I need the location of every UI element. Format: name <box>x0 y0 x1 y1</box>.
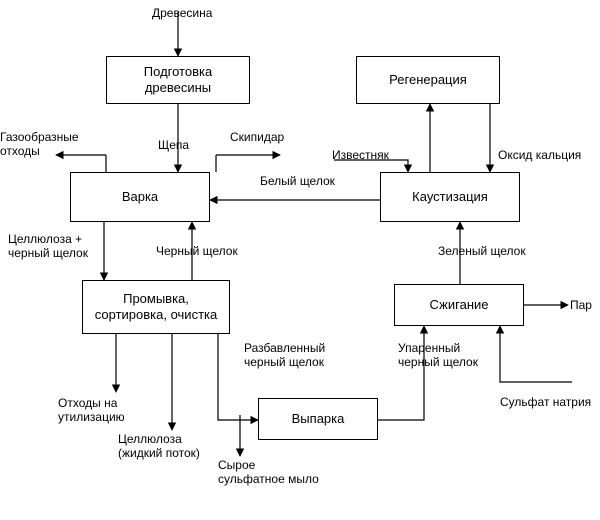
label-gas_waste: Газообразныеотходы <box>0 130 79 159</box>
node-caust: Каустизация <box>380 172 520 222</box>
edges-layer <box>0 0 600 520</box>
flowchart-stage: Подготовкадревесины Регенерация Варка Кауст… <box>0 0 600 520</box>
label-white_liq: Белый щелок <box>260 174 335 188</box>
node-label-evap: Выпарка <box>292 411 345 427</box>
label-na2so4: Сульфат натрия <box>500 395 591 409</box>
label-soap: Сыроесульфатное мыло <box>218 458 319 487</box>
node-cook: Варка <box>70 172 210 222</box>
label-lime: Известняк <box>332 148 389 162</box>
label-util: Отходы наутилизацию <box>58 396 125 425</box>
node-burn: Сжигание <box>394 284 524 326</box>
label-chips: Щепа <box>158 138 189 152</box>
label-wood_in: Древесина <box>152 6 212 20</box>
e-na-in <box>500 326 572 382</box>
label-steam: Пар <box>570 298 592 312</box>
label-turp: Скипидар <box>230 130 284 144</box>
node-prep: Подготовкадревесины <box>106 56 250 104</box>
label-dil_black: Разбавленныйчерный щелок <box>244 341 325 370</box>
node-evap: Выпарка <box>258 398 378 440</box>
label-pulp_out: Целлюлоза(жидкий поток) <box>118 432 200 461</box>
node-label-wash: Промывка,сортировка, очистка <box>95 291 217 324</box>
label-green_liq: Зеленый щелок <box>438 244 526 258</box>
node-label-prep: Подготовкадревесины <box>144 64 212 97</box>
label-cao: Оксид кальция <box>498 148 581 162</box>
node-label-regen: Регенерация <box>389 72 467 88</box>
node-label-caust: Каустизация <box>412 189 488 205</box>
node-regen: Регенерация <box>356 56 500 104</box>
label-cell_black: Целлюлоза +черный щелок <box>8 232 88 261</box>
label-conc_black: Упаренныйчерный щелок <box>398 341 478 370</box>
node-label-cook: Варка <box>122 189 158 205</box>
label-black_liq: Черный щелок <box>156 244 238 258</box>
node-wash: Промывка,сортировка, очистка <box>82 280 230 334</box>
node-label-burn: Сжигание <box>430 297 489 313</box>
